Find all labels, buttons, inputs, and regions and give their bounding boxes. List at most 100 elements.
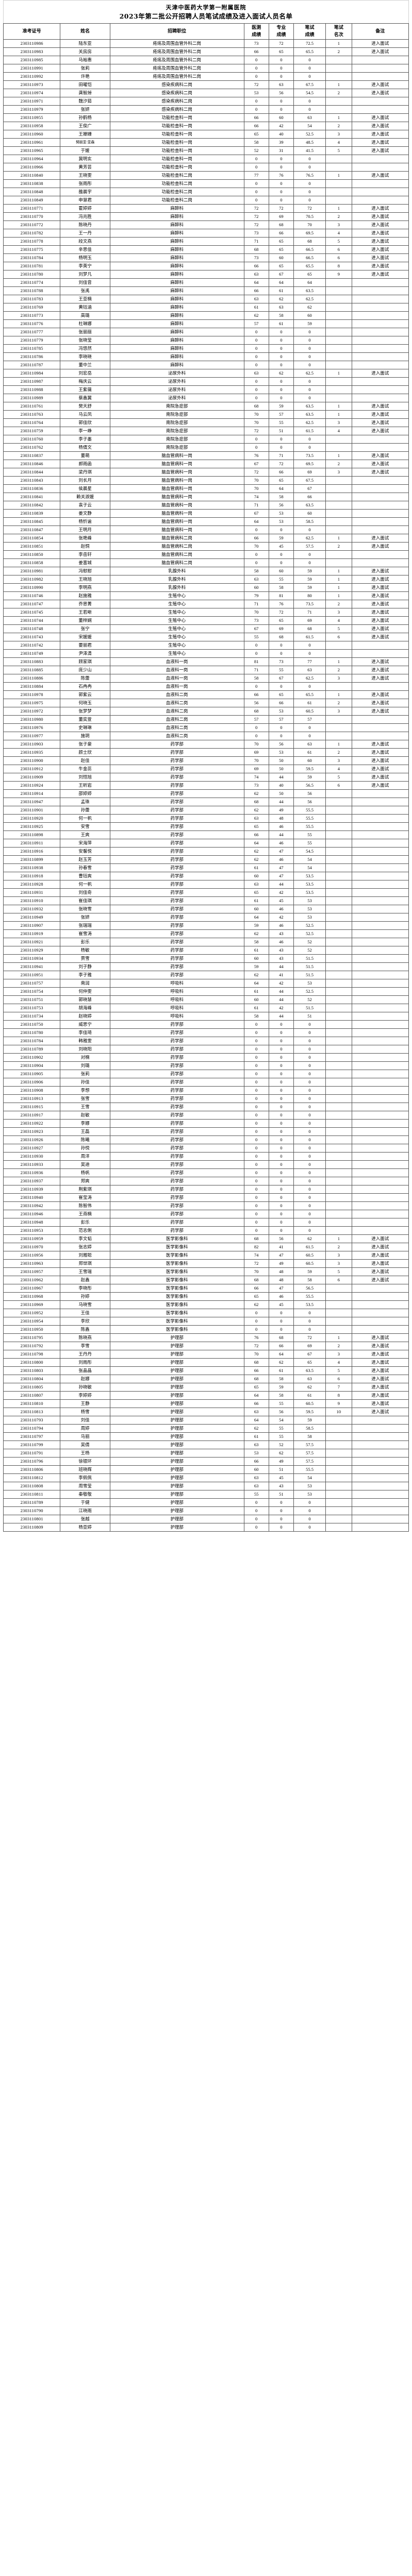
cell-medical-score: 0 <box>243 56 269 64</box>
cell-remark <box>351 962 409 971</box>
table-row: 2303110934 贾雪 药学部 60 43 51.5 <box>3 954 409 963</box>
table-row: 2303110900 赵佳 药学部 70 50 60 3 进入面试 <box>3 756 409 765</box>
cell-exam-number: 2303110744 <box>3 616 61 625</box>
cell-written-score: 0 <box>293 72 326 81</box>
cell-major-score: 0 <box>268 558 294 567</box>
cell-exam-number: 2303110953 <box>3 1226 61 1235</box>
cell-candidate-name: 杨忻谕 <box>60 517 110 526</box>
cell-exam-number: 2303110800 <box>3 1358 61 1367</box>
table-row: 2303110749 尹泽清 生殖中心 0 0 0 <box>3 649 409 658</box>
cell-exam-number: 2303110917 <box>3 1111 61 1120</box>
cell-major-score: 54 <box>268 1416 294 1425</box>
cell-major-score: 58 <box>268 583 294 592</box>
cell-medical-score: 0 <box>243 64 269 73</box>
cell-written-rank <box>325 64 352 73</box>
cell-written-rank <box>325 484 352 493</box>
cell-candidate-name: 马云凤 <box>60 410 110 419</box>
cell-written-rank: 3 <box>325 1350 352 1359</box>
cell-position: 疮疡及周围血管外科二岗 <box>109 64 244 73</box>
cell-remark: 进入面试 <box>351 765 409 773</box>
cell-medical-score: 0 <box>243 1160 269 1169</box>
cell-written-score: 53 <box>293 1482 326 1490</box>
cell-remark <box>351 1506 409 1515</box>
cell-position: 药学部 <box>109 929 244 938</box>
cell-medical-score: 63 <box>243 295 269 303</box>
cell-exam-number: 2303110771 <box>3 204 61 213</box>
cell-remark <box>351 311 409 320</box>
cell-exam-number: 2303110939 <box>3 1185 61 1194</box>
table-row: 2303110789 刘晓阳 药学部 0 0 0 <box>3 1045 409 1054</box>
cell-candidate-name: 李婷婷 <box>60 1391 110 1400</box>
cell-position: 功能检查科一岗 <box>109 113 244 122</box>
cell-position: 护理部 <box>109 1482 244 1490</box>
cell-written-rank <box>325 1053 352 1062</box>
table-row: 2303110785 冯悠然 麻醉科 0 0 0 <box>3 344 409 353</box>
cell-written-score: 0 <box>293 377 326 386</box>
cell-exam-number: 2303110743 <box>3 633 61 641</box>
cell-position: 生殖中心 <box>109 616 244 625</box>
cell-exam-number: 2303110780 <box>3 1028 61 1037</box>
cell-remark: 进入面试 <box>351 1399 409 1408</box>
cell-candidate-name: 冯兆胜 <box>60 212 110 221</box>
cell-candidate-name: 姜文静 <box>60 509 110 518</box>
cell-position: 感染疾病科二岗 <box>109 97 244 106</box>
cell-exam-number: 2303110807 <box>3 1391 61 1400</box>
cell-remark: 进入面试 <box>351 146 409 155</box>
cell-exam-number: 2303110777 <box>3 328 61 336</box>
cell-exam-number: 2303110851 <box>3 542 61 551</box>
cell-position: 药学部 <box>109 880 244 889</box>
cell-medical-score: 74 <box>243 773 269 782</box>
table-row: 2303110907 张瑞瑞 药学部 59 46 52.5 <box>3 921 409 930</box>
table-row: 2303110914 邵婷婷 药学部 62 50 56 <box>3 789 409 798</box>
table-row: 2303110909 刘恒旭 药学部 74 44 59 5 进入面试 <box>3 773 409 782</box>
cell-remark <box>351 64 409 73</box>
cell-medical-score: 81 <box>243 657 269 666</box>
cell-major-score: 51 <box>268 1490 294 1499</box>
cell-written-score: 57.5 <box>293 1449 326 1458</box>
cell-remark <box>351 1292 409 1301</box>
cell-candidate-name: 刘雅聪 <box>60 1251 110 1260</box>
cell-candidate-name: 宋海萍 <box>60 839 110 848</box>
page-title: 2023年第二批公开招聘人员笔试成绩及进入面试人员名单 <box>119 12 293 20</box>
cell-written-score: 59 <box>293 575 326 584</box>
cell-position: 南院急症部 <box>109 435 244 444</box>
cell-candidate-name: 王晓雯 <box>60 171 110 180</box>
cell-candidate-name: 何仲雯 <box>60 987 110 996</box>
cell-medical-score: 58 <box>243 938 269 946</box>
cell-position: 泌尿外科 <box>109 369 244 378</box>
cell-medical-score: 0 <box>243 1168 269 1177</box>
cell-position: 药学部 <box>109 1210 244 1218</box>
cell-written-rank <box>325 1498 352 1507</box>
cell-candidate-name: 刘子静 <box>60 962 110 971</box>
cell-candidate-name: 乔思菁 <box>60 600 110 608</box>
cell-written-rank: 3 <box>325 608 352 617</box>
table-row: 2303110849 申慧君 功能检查科二岗 0 0 0 <box>3 196 409 205</box>
cell-written-score: 58 <box>293 1432 326 1441</box>
table-row: 2303110920 何一帆 药学部 63 48 55.5 <box>3 814 409 823</box>
cell-medical-score: 70 <box>243 608 269 617</box>
cell-written-score: 59.5 <box>293 1408 326 1416</box>
table-row: 2303110776 杜琳娜 麻醉科 57 61 59 <box>3 319 409 328</box>
cell-written-score: 0 <box>293 385 326 394</box>
cell-written-rank <box>325 723 352 732</box>
cell-remark <box>351 1432 409 1441</box>
cell-exam-number: 2303110928 <box>3 880 61 889</box>
cell-position: 血液科一岗 <box>109 657 244 666</box>
cell-exam-number: 2303110788 <box>3 286 61 295</box>
cell-major-score: 42 <box>268 913 294 922</box>
cell-written-score: 76.5 <box>293 171 326 180</box>
cell-position: 护理部 <box>109 1515 244 1523</box>
cell-candidate-name: 张丽丽 <box>60 328 110 336</box>
cell-major-score: 60 <box>268 253 294 262</box>
cell-position: 护理部 <box>109 1506 244 1515</box>
cell-remark: 进入面试 <box>351 1391 409 1400</box>
cell-remark: 进入面试 <box>351 418 409 427</box>
cell-candidate-name: 杨亚婷 <box>60 1523 110 1532</box>
cell-major-score: 59 <box>268 534 294 543</box>
cell-remark <box>351 1037 409 1045</box>
cell-candidate-name: 何一帆 <box>60 814 110 823</box>
cell-candidate-name: 贾雪 <box>60 954 110 963</box>
table-row: 2303110908 李想 药学部 0 0 0 <box>3 1086 409 1095</box>
cell-medical-score: 66 <box>243 831 269 839</box>
cell-candidate-name: 赵恫 <box>60 542 110 551</box>
